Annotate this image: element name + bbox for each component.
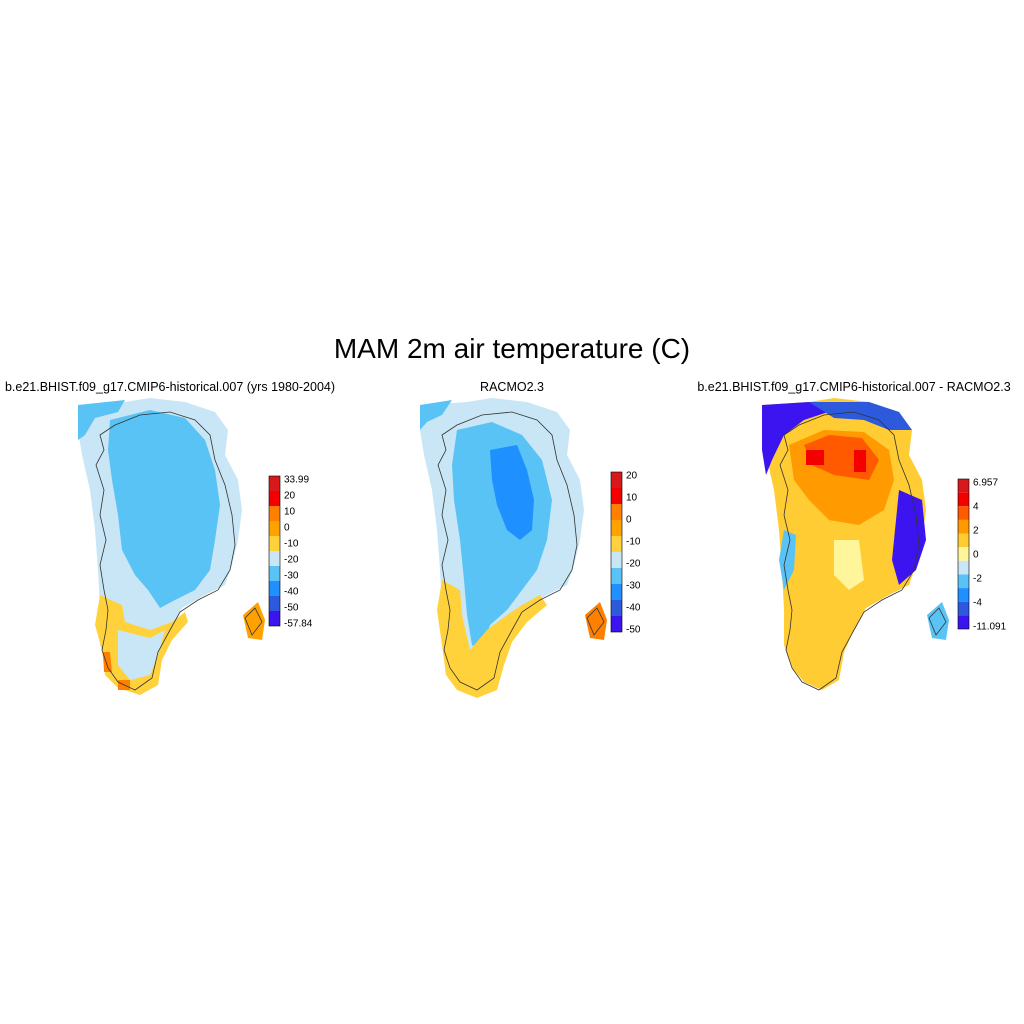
colorbar-swatch <box>611 584 622 600</box>
colorbar-tick-label: -10 <box>626 537 641 548</box>
colorbar-swatch <box>269 536 280 551</box>
colorbar-tick-label: -20 <box>626 559 641 570</box>
colorbar-tick-label: -30 <box>626 581 641 592</box>
field-fill-cold-north <box>809 402 912 430</box>
colorbar-swatch <box>611 616 622 632</box>
map-field <box>78 398 265 695</box>
field-fill-core <box>490 445 534 540</box>
field-fill-west-coast <box>779 530 796 590</box>
panel-title: b.e21.BHIST.f09_g17.CMIP6-historical.007… <box>697 380 1011 394</box>
colorbar-tick-label: -40 <box>284 587 299 598</box>
colorbar-tick-label: -20 <box>284 555 299 566</box>
colorbar-swatch <box>958 560 969 575</box>
field-fill-east-island <box>243 602 265 640</box>
colorbar-tick-label: -30 <box>284 571 299 582</box>
colorbar-tick-label: 10 <box>284 507 296 518</box>
colorbar-swatch <box>958 588 969 602</box>
colorbar-tick-label: -50 <box>626 625 641 636</box>
colorbar-swatch <box>269 581 280 596</box>
colorbar-swatch <box>269 611 280 626</box>
colorbar-tick-label: 20 <box>626 471 638 482</box>
colorbar-swatch <box>611 504 622 520</box>
colorbar-swatch <box>958 506 969 520</box>
colorbar-swatch <box>269 476 280 491</box>
colorbar-swatch <box>611 520 622 536</box>
coastline <box>437 411 605 691</box>
colorbar-swatch <box>269 551 280 566</box>
greenland-map-difference <box>762 398 949 691</box>
colorbar-tick-label: -4 <box>973 598 982 609</box>
field-fill-south-coast <box>437 580 547 698</box>
colorbar-swatch <box>611 552 622 568</box>
colorbar-swatch <box>269 506 280 521</box>
field-fill-north-edge <box>78 400 125 440</box>
colorbar-frame <box>610 471 623 633</box>
field-fill-cold-east <box>892 490 926 585</box>
colorbar-swatch <box>269 521 280 536</box>
colorbar-swatch <box>958 601 969 616</box>
colorbar-tick-label: 10 <box>626 493 638 504</box>
colorbar-model: 33.99 20 10 0 -10 -20 -30 -40 -50 -57.84 <box>268 475 313 630</box>
colorbar-swatch <box>269 566 280 581</box>
colorbar-tick-label: 4 <box>973 502 979 513</box>
colorbar-swatch <box>958 533 969 548</box>
colorbar-tick-label: -2 <box>973 574 982 585</box>
field-fill-warm-coast <box>103 652 130 690</box>
colorbar-tick-label: 0 <box>284 523 290 534</box>
field-fill-cold-edges <box>762 402 834 475</box>
map-field <box>420 398 607 698</box>
field-fill-red-spots <box>806 450 866 472</box>
colorbar-tick-label: 20 <box>284 491 296 502</box>
colorbar-tick-label: -57.84 <box>284 619 313 630</box>
colorbar-swatch <box>611 568 622 584</box>
coastline <box>95 411 263 691</box>
colorbar-swatch <box>958 615 969 629</box>
colorbar-swatch <box>269 596 280 611</box>
figure-title: MAM 2m air temperature (C) <box>333 333 691 364</box>
panel-title: RACMO2.3 <box>480 380 544 394</box>
field-fill-north-edge <box>420 400 452 430</box>
colorbar-swatch <box>611 488 622 504</box>
colorbar-tick-label: -40 <box>626 603 641 614</box>
colorbar-swatch <box>269 491 280 506</box>
field-fill-east-island <box>927 602 949 640</box>
field-fill-east-island <box>585 602 607 640</box>
map-field <box>762 398 949 690</box>
colorbar-swatch <box>611 472 622 488</box>
colorbar-racmo: 20 10 0 -10 -20 -30 -40 -50 <box>610 471 641 636</box>
colorbar-tick-label: -50 <box>284 603 299 614</box>
greenland-map-racmo <box>420 398 607 698</box>
colorbar-swatch <box>611 600 622 616</box>
colorbar-swatch <box>958 479 969 493</box>
colorbar-swatch <box>958 574 969 589</box>
colorbar-tick-label: -11.091 <box>973 622 1007 633</box>
panel-title: b.e21.BHIST.f09_g17.CMIP6-historical.007… <box>4 380 336 394</box>
field-fill-interior <box>108 410 220 608</box>
colorbar-difference: 6.957 4 2 0 -2 -4 -11.091 <box>957 478 1007 633</box>
coastline <box>779 411 947 691</box>
greenland-map-model <box>78 398 265 695</box>
colorbar-tick-label: -10 <box>284 539 299 550</box>
panel-difference: b.e21.BHIST.f09_g17.CMIP6-historical.007… <box>684 380 1024 710</box>
colorbar-swatch <box>958 519 969 534</box>
colorbar-tick-label: 6.957 <box>973 478 998 489</box>
colorbar-tick-label: 2 <box>973 526 979 537</box>
colorbar-swatch <box>958 492 969 507</box>
colorbar-swatch <box>611 536 622 552</box>
colorbar-swatch <box>958 547 969 561</box>
panel-racmo: RACMO2.3 20 10 0 -10 -20 -30 -40 -50 <box>342 380 682 710</box>
colorbar-tick-label: 33.99 <box>284 475 309 486</box>
field-fill-pale-center <box>834 540 864 590</box>
colorbar-tick-label: 0 <box>973 550 979 561</box>
colorbar-frame <box>268 475 281 627</box>
field-fill-south-interior <box>118 630 165 680</box>
colorbar-tick-label: 0 <box>626 515 632 526</box>
colorbar-frame <box>957 478 970 630</box>
panel-model: b.e21.BHIST.f09_g17.CMIP6-historical.007… <box>0 380 340 710</box>
